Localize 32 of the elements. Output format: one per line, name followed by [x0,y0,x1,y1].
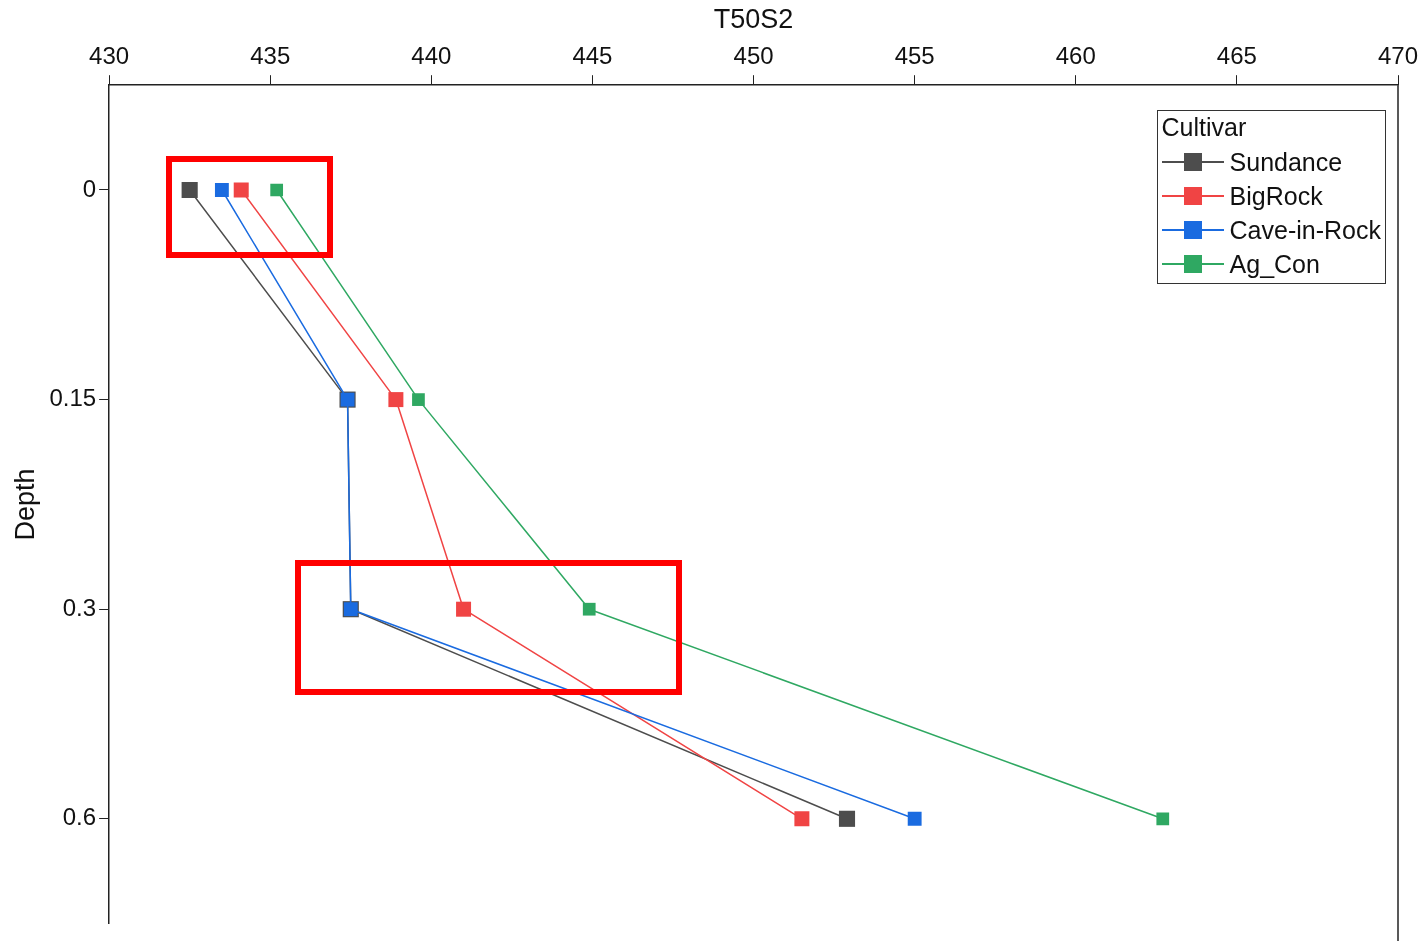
x-tick-label: 450 [733,42,774,70]
point [456,601,472,617]
y-axis-title: Depth [9,468,40,541]
point [181,181,198,199]
point [388,392,404,408]
x-tick-label: 460 [1055,42,1096,70]
y-tick-label: 0.3 [62,593,97,621]
y-tick-label: 0.15 [49,384,97,412]
x-tick-label: 440 [411,42,452,70]
x-tick-label: 445 [572,42,613,70]
x-tick-label: 455 [894,42,935,70]
x-tick-label: 435 [250,42,291,70]
point [233,182,249,198]
point [907,811,922,826]
point [412,393,425,406]
legend-title: Cultivar [1161,113,1248,143]
y-tick-label: 0.6 [62,803,97,831]
point [270,183,284,197]
x-tick-label: 470 [1377,42,1419,70]
legend-label: Ag_Con [1229,249,1320,279]
legend-label: Sundance [1229,147,1343,177]
point [838,810,856,827]
x-tick-label: 465 [1216,42,1257,70]
point [1156,812,1170,826]
point [214,183,229,197]
legend-label: BigRock [1229,181,1323,211]
y-tick-label: 0 [82,174,97,202]
x-axis-title: T50S2 [713,3,794,34]
x-tick-label: 430 [89,42,130,70]
point [582,602,596,616]
legend-label: Cave-in-Rock [1229,215,1381,245]
point [794,811,810,827]
